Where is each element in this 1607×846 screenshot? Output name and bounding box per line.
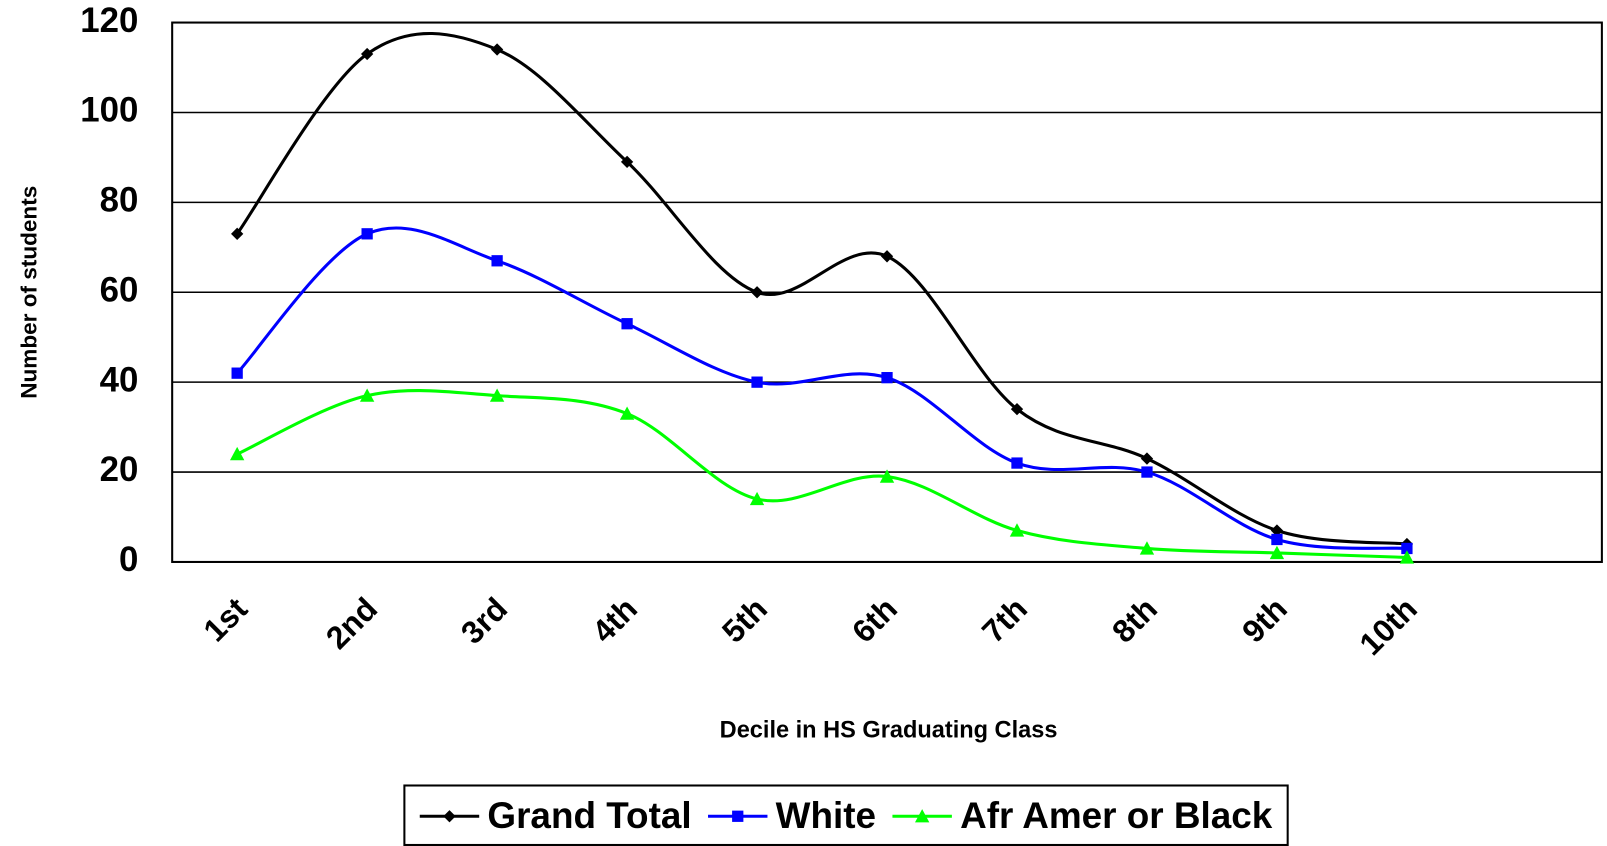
marker [1011,457,1023,469]
legend-item: Afr Amer or Black [892,795,1273,836]
marker [750,286,764,299]
legend-marker [443,810,456,823]
y-axis-title: Number of students [17,186,42,399]
series-line [236,389,1407,559]
y-tick-label: 20 [100,450,139,489]
legend-label: Afr Amer or Black [960,795,1273,836]
legend-marker [732,810,744,822]
marker [879,469,895,483]
marker [361,228,373,240]
legend: Grand Total White Afr Amer or Black [403,784,1289,846]
marker [490,43,504,56]
legend-item: Grand Total [419,795,692,836]
x-tick-label: 4th [585,590,644,649]
y-tick-label: 0 [119,540,138,579]
y-tick-label: 120 [80,1,138,40]
y-tick-label: 60 [100,270,139,309]
marker [491,255,503,267]
x-axis-title: Decile in HS Graduating Class [720,716,1058,742]
marker [1401,542,1413,555]
marker [359,388,375,402]
y-tick-label: 80 [100,181,139,220]
marker [880,250,894,263]
x-tick-label: 3rd [454,590,514,650]
marker [231,367,243,379]
marker [229,446,245,461]
legend-item: White [708,795,876,836]
x-tick-label: 9th [1235,590,1294,649]
x-tick-label: 1st [196,590,254,648]
series-line [235,31,1408,546]
marker [1141,466,1153,478]
marker [749,491,765,506]
x-tick-label: 10th [1352,590,1424,662]
marker [881,372,893,384]
y-tick-label: 100 [80,91,138,130]
legend-label: White [776,795,876,836]
marker [1009,523,1025,537]
marker [1271,533,1283,546]
legend-marker [914,809,930,823]
marker [621,318,633,330]
marker [489,388,505,402]
legend-label: Grand Total [487,795,691,836]
marker [1399,550,1415,564]
series-line [236,226,1408,550]
legend-box [403,784,1289,846]
x-tick-label: 7th [975,590,1034,649]
marker [751,376,763,388]
marker [1269,545,1285,560]
marker [1139,541,1155,555]
x-tick-label: 2nd [319,590,384,655]
marker [619,406,635,420]
y-tick-label: 40 [100,360,139,399]
marker [1270,524,1284,537]
x-tick-label: 8th [1105,590,1164,649]
x-tick-label: 5th [715,590,774,649]
plot-border [171,21,1603,563]
x-tick-label: 6th [845,590,904,649]
marker [1140,452,1154,465]
